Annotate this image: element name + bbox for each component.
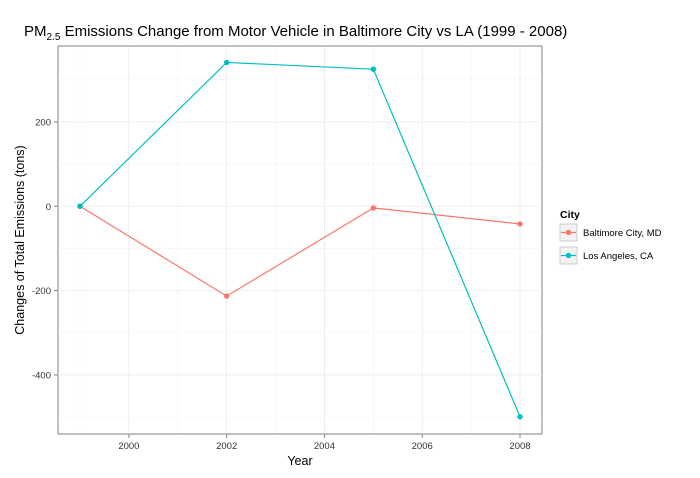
plot-panel (57, 45, 543, 435)
data-point-los-angeles-ca (517, 414, 523, 420)
y-axis-title: Changes of Total Emissions (tons) (13, 145, 27, 334)
axes: 2000 2002 2004 2006 2008 -400 -200 0 200 (32, 117, 531, 452)
data-point-baltimore-city-md (517, 221, 523, 227)
y-tick-label: -200 (32, 286, 51, 297)
legend-title: City (560, 209, 580, 221)
chart-title-rest: Emissions Change from Motor Vehicle in B… (60, 23, 567, 40)
x-tick-label: 2006 (412, 441, 433, 452)
chart-title-subscript: 2.5 (47, 32, 61, 43)
legend-key-point-baltimore-city-md (565, 229, 572, 236)
legend-label-baltimore-city-md: Baltimore City, MD (583, 228, 662, 239)
data-point-los-angeles-ca (370, 66, 377, 72)
data-series (77, 59, 523, 420)
x-tick-label: 2008 (509, 441, 530, 452)
x-tick-label: 2002 (216, 441, 237, 452)
series-line-baltimore-city-md (79, 205, 521, 297)
y-tick-label: 0 (46, 202, 51, 213)
legend-key-point-los-angeles-ca (565, 252, 572, 259)
legend-label-los-angeles-ca: Los Angeles, CA (583, 251, 654, 262)
data-point-baltimore-city-md (223, 293, 230, 299)
y-tick-label: -400 (32, 370, 51, 381)
x-tick-label: 2000 (118, 441, 139, 452)
chart-title: PM2.5 Emissions Change from Motor Vehicl… (24, 23, 567, 43)
legend: City Baltimore City, MD Los Angeles, CA (559, 209, 662, 265)
x-axis-title: Year (287, 454, 312, 468)
y-tick-label: 200 (35, 117, 51, 128)
grid-lines (58, 46, 542, 434)
chart-title-main: PM (24, 23, 47, 40)
series-line-los-angeles-ca (79, 61, 521, 417)
data-point-los-angeles-ca (77, 203, 83, 209)
data-point-los-angeles-ca (223, 59, 230, 66)
x-tick-label: 2004 (314, 441, 335, 452)
data-point-baltimore-city-md (370, 205, 377, 211)
